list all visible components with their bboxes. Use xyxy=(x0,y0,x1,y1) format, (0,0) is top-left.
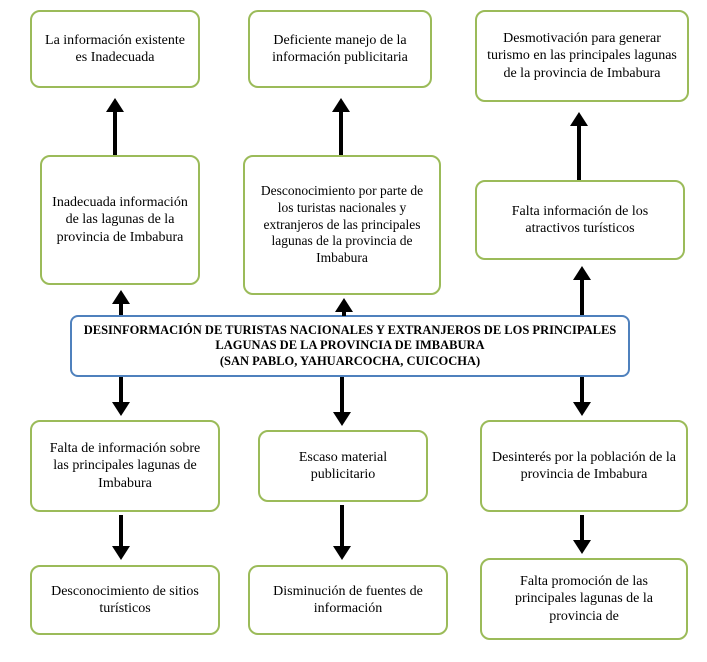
center-box: DESINFORMACIÓN DE TURISTAS NACIONALES Y … xyxy=(70,315,630,377)
arrow-stem xyxy=(119,303,123,315)
arrow-stem xyxy=(340,505,344,547)
arrow-icon xyxy=(112,290,130,304)
arrow-icon xyxy=(112,402,130,416)
box-r4c1: Desconocimiento de sitios turísticos xyxy=(30,565,220,635)
arrow-icon xyxy=(335,298,353,312)
box-r2c1: Inadecuada información de las lagunas de… xyxy=(40,155,200,285)
arrow-stem xyxy=(119,515,123,547)
arrow-icon xyxy=(333,546,351,560)
box-r4c2: Disminución de fuentes de información xyxy=(248,565,448,635)
arrow-icon xyxy=(106,98,124,112)
box-r1c2: Deficiente manejo de la información publ… xyxy=(248,10,432,88)
box-r3c1: Falta de información sobre las principal… xyxy=(30,420,220,512)
box-r1c1: La información existente es Inadecuada xyxy=(30,10,200,88)
arrow-stem xyxy=(119,377,123,403)
box-r1c3: Desmotivación para generar turismo en la… xyxy=(475,10,689,102)
box-r3c2: Escaso material publicitario xyxy=(258,430,428,502)
arrow-stem xyxy=(342,311,346,316)
box-r2c2: Desconocimiento por parte de los turista… xyxy=(243,155,441,295)
arrow-icon xyxy=(112,546,130,560)
box-r4c3: Falta promoción de las principales lagun… xyxy=(480,558,688,640)
arrow-icon xyxy=(573,540,591,554)
arrow-icon xyxy=(570,112,588,126)
arrow-icon xyxy=(333,412,351,426)
arrow-stem xyxy=(340,377,344,413)
box-r3c3: Desinterés por la población de la provin… xyxy=(480,420,688,512)
arrow-stem xyxy=(580,515,584,541)
arrow-stem xyxy=(577,125,581,180)
arrow-icon xyxy=(573,266,591,280)
arrow-icon xyxy=(573,402,591,416)
arrow-stem xyxy=(580,377,584,403)
arrow-stem xyxy=(113,111,117,155)
arrow-stem xyxy=(580,279,584,315)
box-r2c3: Falta información de los atractivos turí… xyxy=(475,180,685,260)
arrow-stem xyxy=(339,111,343,155)
arrow-icon xyxy=(332,98,350,112)
